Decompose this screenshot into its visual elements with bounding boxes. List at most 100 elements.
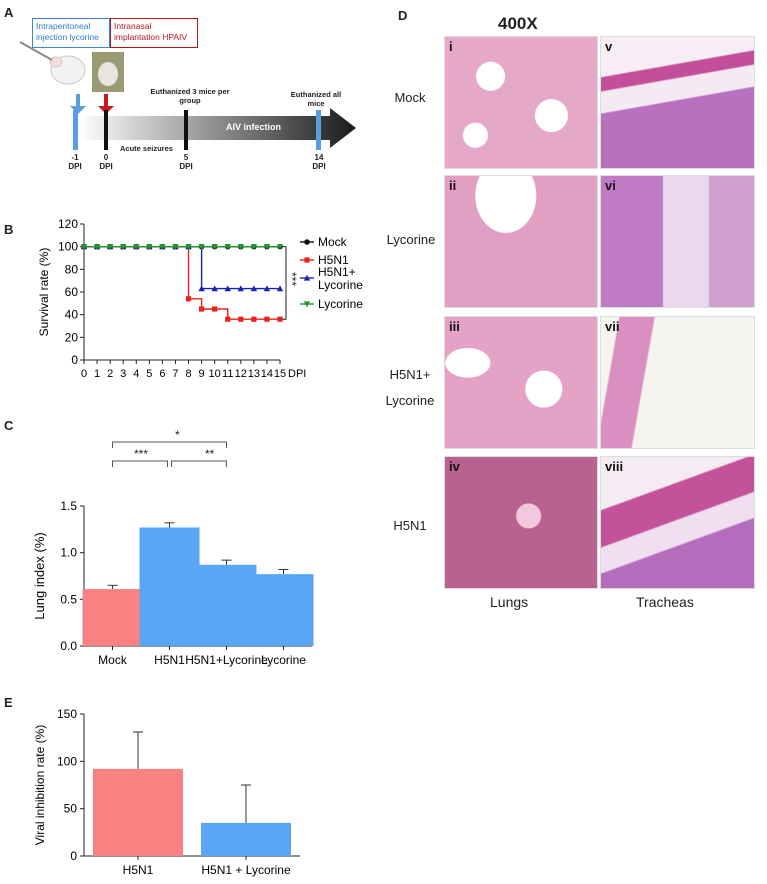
data-point: [133, 244, 140, 250]
sig-c-3: **: [205, 447, 215, 461]
bar: [93, 768, 183, 856]
dpi-minus1-unit: DPI: [68, 162, 82, 171]
sig-c-1: *: [175, 428, 180, 442]
y-tick-label: 100: [58, 240, 78, 254]
row-label-h5n1: H5N1: [393, 518, 427, 533]
data-point: [276, 285, 284, 292]
panel-letter-e: E: [4, 695, 13, 710]
injection-arrow-icon: [70, 94, 86, 114]
data-point: [198, 244, 205, 250]
dpi-5-unit: DPI: [179, 162, 193, 171]
micrograph-lung-h5n1: iv: [444, 456, 598, 589]
data-point: [250, 285, 258, 292]
data-point: [185, 296, 192, 302]
micrograph-lung-h5n1-lycorine: iii: [444, 316, 598, 449]
x-tick-label: 3: [120, 368, 126, 380]
y-axis-label: Viral inhibition rate (%): [33, 725, 47, 846]
x-tick-label: 1: [94, 368, 100, 380]
y-tick-label: 1.5: [60, 499, 77, 513]
x-tick-label: H5N1 + Lycorine: [201, 863, 291, 877]
panel-letter-a: A: [4, 5, 14, 20]
legend-label: Lycorine: [318, 278, 363, 292]
label-ii: ii: [449, 178, 457, 193]
viral-inhibition-chart: 0 50 100 150 Viral inhibition rate (%) H5N1 H5…: [33, 707, 300, 877]
series-line: [84, 245, 280, 320]
col-label-lungs: Lungs: [490, 594, 529, 610]
y-tick-label: 1.0: [60, 546, 77, 560]
data-point: [172, 244, 179, 250]
euth3-label: Euthanized 3 mice per group: [150, 87, 230, 105]
bar: [139, 527, 200, 646]
micrograph-trachea-lycorine: vi: [600, 175, 755, 308]
data-point: [277, 316, 283, 322]
x-tick-label: 6: [159, 368, 165, 380]
magnification-label: 400X: [498, 14, 538, 33]
tick-14: [316, 110, 321, 150]
data-point: [120, 244, 127, 250]
dpi-0: 0 DPI: [91, 153, 121, 171]
dpi-14-num: 14: [314, 153, 324, 162]
x-tick-label: 5: [146, 368, 152, 380]
panel-letter-c: C: [4, 418, 14, 433]
y-axis-label: Survival rate (%): [37, 248, 51, 337]
data-point: [264, 316, 270, 322]
y-tick-label: 0: [70, 849, 77, 863]
x-tick-label: 14: [261, 368, 273, 380]
data-point: [211, 244, 218, 250]
legend-label: Lycorine: [318, 297, 363, 311]
legend-label: Mock: [318, 235, 348, 249]
lung-index-chart: 0.0 0.5 1.0 1.5 Lung index (%) Mock H5N1 H5N1+L…: [32, 441, 314, 667]
box-intraperitoneal: Intraperitoneal injection lycorine: [32, 18, 110, 48]
x-tick-label: H5N1: [123, 863, 154, 877]
x-tick-label: 12: [235, 368, 247, 380]
infection-label: AIV infection: [226, 122, 282, 132]
sig-c-2: ***: [134, 447, 149, 461]
x-tick-label: 0: [81, 368, 87, 380]
y-tick-label: 0: [71, 353, 78, 367]
y-tick-label: 0.0: [60, 639, 77, 653]
panel-letter-d: D: [398, 8, 408, 23]
sig-bracket-2: [112, 460, 168, 467]
tick-5: [184, 110, 188, 150]
bar: [253, 574, 314, 646]
timeline-arrow: [78, 108, 356, 148]
bar: [201, 822, 291, 856]
x-tick-label: 11: [222, 368, 233, 380]
x-tick-label: Mock: [98, 653, 128, 667]
x-tick-label: 2: [107, 368, 113, 380]
y-tick-label: 40: [65, 308, 79, 322]
micrograph-trachea-mock: v: [600, 36, 755, 169]
label-i: i: [449, 39, 453, 54]
dpi-14: 14 DPI: [304, 153, 334, 171]
data-point: [199, 306, 205, 312]
x-tick-label: 15: [274, 368, 286, 380]
label-viii: viii: [605, 459, 624, 474]
data-point: [80, 244, 88, 250]
bar: [196, 564, 257, 646]
x-tick-label: 4: [133, 368, 139, 380]
bar: [82, 589, 143, 646]
data-point: [93, 244, 101, 250]
panel-a-timeline: [19, 41, 356, 150]
x-tick-label: H5N1+Lycorine: [185, 653, 268, 667]
data-point: [303, 274, 311, 281]
data-point: [304, 257, 310, 263]
dpi-minus1-num: -1: [71, 153, 79, 162]
data-point: [250, 244, 258, 250]
data-point: [263, 285, 271, 292]
x-axis-label: DPI: [288, 368, 306, 380]
data-point: [224, 244, 231, 250]
mouse-photo: [92, 52, 124, 92]
dpi-0-unit: DPI: [99, 162, 113, 171]
implantation-arrow-icon: [98, 94, 114, 114]
data-point: [224, 285, 231, 292]
data-point: [146, 244, 153, 250]
y-tick-label: 50: [64, 802, 78, 816]
sig-bracket-1: [112, 441, 227, 448]
data-point: [212, 306, 218, 312]
data-point: [303, 301, 311, 308]
data-point: [304, 239, 310, 245]
data-point: [106, 244, 114, 250]
data-point: [238, 316, 244, 322]
